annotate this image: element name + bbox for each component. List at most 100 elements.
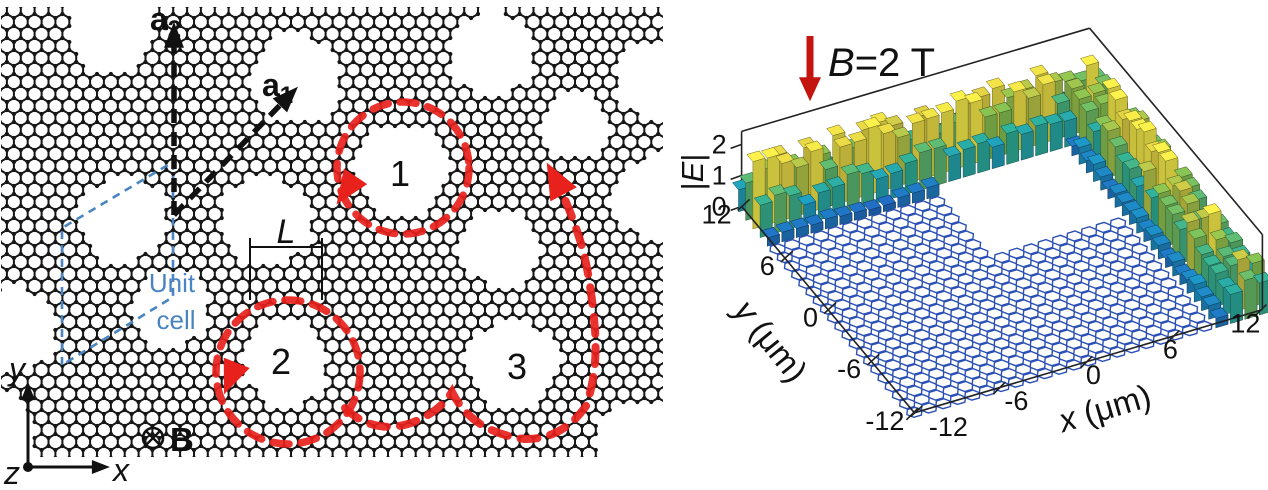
floor-hex-cell: [935, 290, 953, 302]
box-top-back-edge: [741, 27, 1090, 133]
floor-hex-cell: [1160, 299, 1177, 311]
x-tick-label: -12: [929, 412, 968, 442]
bar-top-face: [949, 90, 969, 102]
floor-hex-cell: [834, 299, 851, 311]
floor-hex-cell: [884, 337, 902, 350]
floor-hex-cell: [1095, 221, 1112, 234]
bar-top-face: [833, 136, 853, 148]
floor-hex-cell: [863, 268, 880, 281]
floor-hex-cell: [884, 294, 902, 307]
floor-hex-cell: [1087, 234, 1105, 247]
floor-hex-cell: [884, 359, 902, 371]
bar-top-face: [862, 116, 882, 129]
lattice-vectors: a2 a1: [150, 1, 298, 217]
floor-hex-cell: [805, 243, 823, 255]
z-tick-label: 0: [712, 191, 727, 221]
floor-hex-cell: [848, 294, 866, 307]
orbit-1-circle: [333, 98, 473, 238]
floor-hex-cell: [885, 208, 902, 221]
skipping-orbit-arrowhead-icon: [546, 162, 577, 202]
floor-hex-cell: [1102, 316, 1119, 328]
bar-top-face: [1072, 88, 1092, 100]
floor-hex-cell: [1015, 342, 1032, 354]
floor-hex-cell: [834, 256, 851, 268]
hole-2-label: 2: [271, 341, 291, 382]
floor-hex-cell: [827, 268, 844, 281]
floor-hex-cell: [1138, 273, 1155, 285]
floor-hex-cell: [964, 281, 982, 294]
orbit-1-arrowhead-icon: [336, 168, 368, 205]
bar-top-face: [789, 217, 809, 229]
floor-hex-cell: [1138, 294, 1155, 307]
floor-hex-cell: [827, 225, 844, 238]
floor-hex-cell: [1145, 260, 1163, 272]
cyclotron-orbits: [212, 98, 600, 448]
floor-hex-cell: [827, 247, 844, 259]
floor-hex-cell: [1145, 281, 1163, 294]
y-tick: [866, 353, 880, 366]
floor-hex-cell: [885, 230, 902, 242]
y-tick-label: 6: [760, 251, 775, 281]
floor-hex-cell: [935, 225, 953, 238]
bar-top-face: [898, 152, 918, 164]
bar-top-face: [1029, 115, 1049, 127]
bar-front-face: [977, 139, 991, 174]
bar-top-face: [1065, 77, 1085, 90]
bar-top-face: [782, 184, 802, 197]
floor-hex-cell: [957, 251, 975, 264]
floor-hex-cell: [899, 225, 917, 238]
floor-hex-cell: [1116, 333, 1133, 345]
bar-top-face: [1173, 180, 1193, 192]
bar-top-face: [963, 91, 984, 104]
floor-hex-cell: [1065, 294, 1083, 307]
floor-hex-cell: [892, 260, 909, 272]
bar-top-face: [1094, 166, 1114, 178]
hole-3-label: 3: [507, 346, 527, 387]
floor-hex-cell: [942, 277, 960, 290]
bar-top-face: [1159, 150, 1179, 162]
floor-hex-cell: [957, 294, 974, 307]
floor-hex-cell: [1087, 342, 1104, 354]
floor-hex-cell: [1029, 359, 1046, 371]
floor-hex-cell: [1036, 346, 1054, 358]
x-tick: [1166, 329, 1180, 343]
unit-cell-label-line1: Unit: [149, 268, 196, 298]
floor-hex-cell: [1181, 303, 1199, 315]
bar-top-face: [1087, 82, 1107, 94]
floor-hex-cell: [891, 346, 909, 358]
floor-hex-cell: [1152, 311, 1170, 324]
floor-hex-cell: [1094, 286, 1112, 298]
bar-top-face: [1159, 194, 1179, 207]
floor-hex-cell: [1007, 311, 1025, 324]
floor-hex-cell: [1058, 243, 1076, 255]
bar-top-face: [927, 137, 947, 149]
x-axis-label: x: [111, 452, 130, 488]
bar-top-face: [1058, 70, 1078, 82]
floor-hex-cell: [1131, 286, 1148, 298]
floor-hex-cell: [1080, 311, 1097, 324]
floor-hex-cell: [993, 316, 1010, 328]
x-tick: [905, 407, 919, 421]
bar-front-face: [1006, 129, 1020, 165]
bar-top-face: [1000, 122, 1020, 134]
floor-hex-cell: [812, 230, 830, 242]
x-tick-label: 12: [1230, 309, 1260, 339]
floor-hex-cell: [993, 294, 1011, 307]
floor-hex-cell: [856, 260, 873, 272]
bar-top-face: [1231, 248, 1251, 261]
floor-hex-cell: [979, 277, 996, 290]
bar-top-face: [1223, 283, 1243, 295]
floor-hex-cell: [1123, 320, 1141, 333]
floor-hex-cell: [943, 256, 960, 268]
a2-arrowhead-icon: [164, 21, 184, 48]
floor-hex-cell: [892, 217, 910, 229]
floor-hex-cell: [877, 350, 894, 363]
floor-hex-cell: [928, 281, 945, 294]
floor-hex-cell: [957, 337, 974, 350]
floor-hex-cell: [935, 247, 953, 259]
floor-hex-cell: [1152, 268, 1170, 281]
bar-top-face: [1101, 120, 1121, 132]
y-tick: [737, 198, 751, 211]
